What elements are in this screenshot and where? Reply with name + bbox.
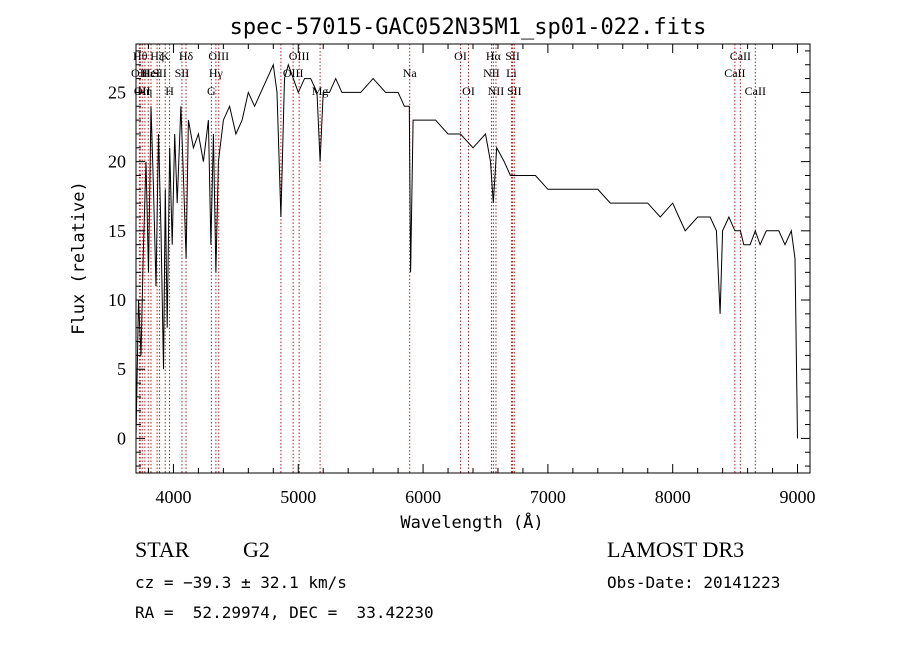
observation-date: Obs-Date: 20141223 <box>607 573 781 592</box>
y-tick-label: 10 <box>108 290 126 310</box>
y-tick-label: 5 <box>117 359 126 379</box>
object-class: STAR <box>135 537 190 562</box>
y-tick-label: 15 <box>108 221 126 241</box>
x-tick-label: 8000 <box>655 487 691 507</box>
line-label: NII <box>483 66 500 80</box>
line-label: OIII <box>208 49 229 63</box>
line-label: CaII <box>745 84 766 98</box>
line-label: OII <box>134 84 151 98</box>
plot-frame <box>135 43 811 474</box>
x-tick-label: 9000 <box>780 487 816 507</box>
line-label: H <box>165 84 174 98</box>
y-axis-label: Flux (relative) <box>69 181 89 335</box>
line-label: OII <box>131 66 148 80</box>
line-label: OIII <box>289 49 310 63</box>
line-label: SII <box>152 66 167 80</box>
line-label: Hη <box>137 84 152 98</box>
line-label: OI <box>454 49 467 63</box>
line-label: Hζ <box>150 49 164 63</box>
line-label: Na <box>403 66 418 80</box>
x-axis-label: Wavelength (Å) <box>400 511 543 533</box>
x-tick-label: 7000 <box>530 487 566 507</box>
x-tick-label: 5000 <box>280 487 316 507</box>
line-label: SII <box>507 84 522 98</box>
object-subclass: G2 <box>243 537 270 562</box>
line-label: CaII <box>724 66 745 80</box>
line-label: G <box>207 84 216 98</box>
y-tick-label: 25 <box>108 82 126 102</box>
x-tick-label: 6000 <box>405 487 441 507</box>
x-axis-ticks: 4000 5000 6000 7000 8000 9000 <box>147 44 816 507</box>
line-label: SII <box>505 49 520 63</box>
coordinates: RA = 52.29974, DEC = 33.42230 <box>135 603 434 622</box>
line-label: Hε <box>141 66 155 80</box>
y-tick-label: 20 <box>108 152 126 172</box>
chart-title: spec-57015-GAC052N35M1_sp01-022.fits <box>230 15 707 40</box>
line-label: Li <box>506 66 517 80</box>
y-tick-label: 0 <box>117 428 126 448</box>
line-label: Hδ <box>179 49 194 63</box>
line-label: HeI <box>142 66 160 80</box>
line-label: SII <box>175 66 190 80</box>
survey-name: LAMOST DR3 <box>607 537 745 562</box>
spectral-line-markers <box>138 44 756 473</box>
spectral-line-labels: OIIHθOIIHηHεHeIHζSIIKHHδSIIGHγOIIIOIIIOI… <box>131 49 766 98</box>
line-label: OIII <box>283 66 304 80</box>
line-label: NII <box>488 84 505 98</box>
line-label: OI <box>462 84 475 98</box>
spectrum-line <box>135 62 798 439</box>
y-axis-ticks: 0 5 10 15 20 25 <box>108 50 810 467</box>
line-label: Hθ <box>133 49 148 63</box>
line-label: CaII <box>730 49 751 63</box>
redshift-velocity: cz = −39.3 ± 32.1 km/s <box>135 573 347 592</box>
line-label: Mg <box>312 84 329 98</box>
x-tick-label: 4000 <box>155 487 191 507</box>
line-label: K <box>161 49 170 63</box>
line-label: Hα <box>486 49 502 63</box>
line-label: Hγ <box>209 66 224 80</box>
